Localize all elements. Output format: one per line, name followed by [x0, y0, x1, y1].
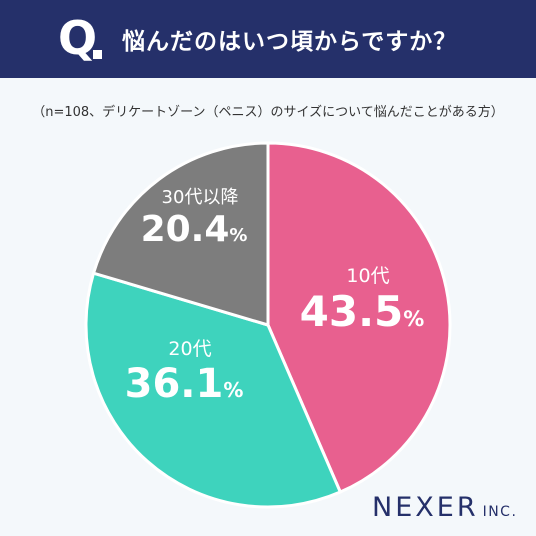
pie-slice-1 — [266, 141, 452, 495]
pie-slices — [84, 141, 452, 509]
slice-unit-label: % — [229, 225, 247, 246]
question-mark-letter: Q — [58, 11, 98, 65]
logo-main-text: NEXER — [372, 492, 479, 523]
slice-category-label: 20代 — [168, 338, 211, 360]
header-banner: Q 悩んだのはいつ頃からですか？ — [0, 0, 536, 78]
nexer-logo: NEXER INC. — [372, 492, 517, 523]
slice-category-label: 10代 — [346, 265, 389, 287]
slice-unit-label: % — [403, 307, 424, 331]
sample-note: （n=108、デリケートゾーン（ペニス）のサイズについて悩んだことがある方） — [32, 105, 504, 120]
slice-unit-label: % — [223, 378, 243, 402]
logo-sub-text: INC. — [482, 504, 518, 520]
q-dot-icon — [93, 50, 102, 59]
slice-category-label: 30代以降 — [162, 187, 239, 208]
slice-value-label: 43.5% — [300, 287, 425, 336]
question-title: 悩んだのはいつ頃からですか？ — [122, 29, 458, 55]
pie-slice-2 — [84, 271, 343, 509]
pie-slice-3 — [91, 141, 270, 328]
